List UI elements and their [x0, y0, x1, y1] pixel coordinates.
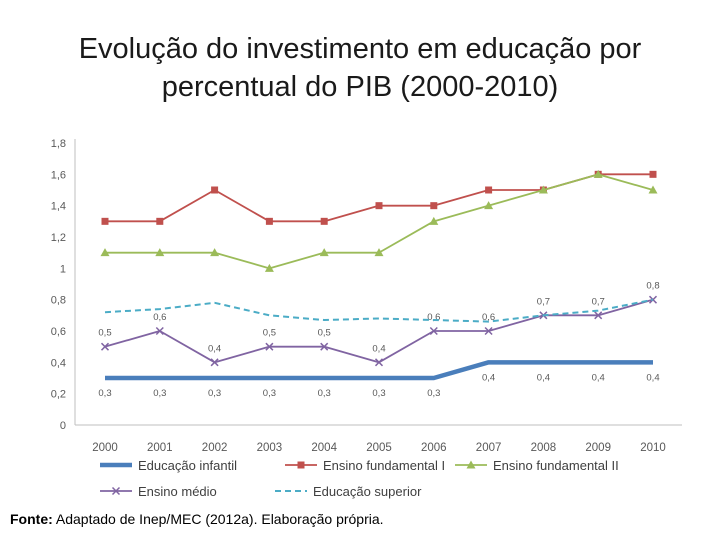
data-label: 0,4: [482, 372, 495, 383]
y-tick-label: 0,4: [51, 357, 66, 369]
x-tick-label: 2004: [311, 442, 337, 454]
data-label: 0,4: [646, 372, 659, 383]
x-tick-label: 2002: [202, 442, 228, 454]
series-marker-square: [485, 186, 493, 194]
series-marker-x: [374, 358, 384, 367]
series-marker-triangle: [319, 248, 329, 257]
y-tick-label: 1: [60, 263, 66, 275]
series-marker-x: [210, 358, 219, 367]
legend-marker-x: [111, 486, 121, 496]
data-label: 0,4: [592, 372, 605, 383]
y-tick-label: 1,8: [51, 138, 66, 150]
y-tick-label: 1,4: [51, 201, 66, 213]
data-label: 0,7: [592, 296, 605, 307]
x-tick-label: 2008: [531, 442, 557, 454]
series-marker-triangle: [484, 201, 494, 210]
y-tick-label: 1,6: [51, 169, 66, 181]
legend-marker-square: [297, 461, 305, 469]
legend-entry: Ensino médio: [138, 484, 217, 499]
source-text: Adaptado de Inep/MEC (2012a). Elaboração…: [52, 511, 384, 527]
data-label: 0,5: [263, 328, 276, 339]
series-marker-triangle: [429, 216, 439, 225]
series-marker-triangle: [210, 248, 220, 257]
series-marker-square: [320, 217, 328, 225]
legend-marker-triangle: [466, 460, 476, 469]
data-label: 0,3: [98, 388, 111, 399]
series-marker-square: [430, 202, 438, 210]
legend-entry: Educação infantil: [138, 458, 237, 473]
series-line-0: [105, 360, 653, 381]
series-marker-x: [265, 342, 274, 351]
data-label: 0,3: [263, 388, 276, 399]
x-tick-label: 2006: [421, 442, 447, 454]
x-tick-label: 2010: [640, 442, 666, 454]
series-marker-square: [211, 186, 219, 194]
data-label: 0,4: [372, 343, 385, 354]
series-marker-x: [429, 326, 438, 336]
chart-title-line1: Evolução do investimento em educação por: [78, 33, 642, 65]
series-marker-triangle: [593, 169, 603, 178]
chart-title: Evolução do investimento em educação por…: [0, 30, 720, 106]
series-marker-x: [484, 326, 493, 336]
source-note: Fonte: Adaptado de Inep/MEC (2012a). Ela…: [10, 511, 384, 527]
data-label: 0,3: [372, 388, 385, 399]
series-marker-x: [320, 342, 329, 351]
series-marker-triangle: [374, 248, 384, 257]
data-label: 0,5: [98, 328, 111, 339]
source-label: Fonte:: [10, 511, 53, 527]
series-marker-square: [101, 217, 109, 225]
legend-entry: Ensino fundamental II: [493, 458, 619, 473]
legend-entry: Educação superior: [313, 484, 422, 499]
data-label: 0,4: [208, 343, 221, 354]
x-tick-label: 2007: [476, 442, 502, 454]
data-label: 0,6: [427, 312, 440, 323]
x-tick-label: 2000: [92, 442, 118, 454]
data-label: 0,3: [208, 388, 221, 399]
series-marker-triangle: [155, 248, 165, 257]
chart-title-line2: percentual do PIB (2000-2010): [161, 71, 559, 103]
line-chart: 0 0,2 0,4 0,6 0,8 1 1,2 1,4 1,6 1,8 2000 2001 2002 20…: [51, 138, 682, 499]
data-label: 0,8: [646, 281, 659, 292]
y-tick-label: 0,8: [51, 295, 66, 307]
series-marker-x: [155, 326, 164, 336]
legend-entry: Ensino fundamental I: [323, 458, 445, 473]
series-marker-triangle: [648, 185, 658, 194]
data-label: 0,7: [537, 296, 550, 307]
series-marker-square: [156, 217, 164, 225]
data-label: 0,5: [318, 328, 331, 339]
series-marker-square: [375, 202, 383, 210]
series-line-4: [104, 298, 654, 323]
series-marker-square: [649, 170, 657, 178]
series-marker-triangle: [264, 263, 274, 272]
data-label: 0,3: [153, 388, 166, 399]
series-marker-triangle: [538, 185, 548, 194]
y-tick-label: 0,2: [51, 389, 66, 401]
y-tick-label: 1,2: [51, 232, 66, 244]
data-label: 0,3: [427, 388, 440, 399]
data-label: 0,6: [482, 312, 495, 323]
x-tick-label: 2001: [147, 442, 173, 454]
y-tick-label: 0,6: [51, 326, 66, 338]
x-tick-label: 2005: [366, 442, 392, 454]
series-marker-triangle: [100, 248, 110, 257]
x-tick-label: 2003: [257, 442, 283, 454]
x-tick-label: 2009: [585, 442, 611, 454]
series-marker-square: [265, 217, 273, 225]
y-tick-label: 0: [60, 420, 66, 432]
series-marker-x: [594, 311, 603, 320]
data-label: 0,3: [318, 388, 331, 399]
data-label: 0,6: [153, 312, 166, 323]
series-marker-x: [100, 342, 110, 351]
data-label: 0,4: [537, 372, 550, 383]
